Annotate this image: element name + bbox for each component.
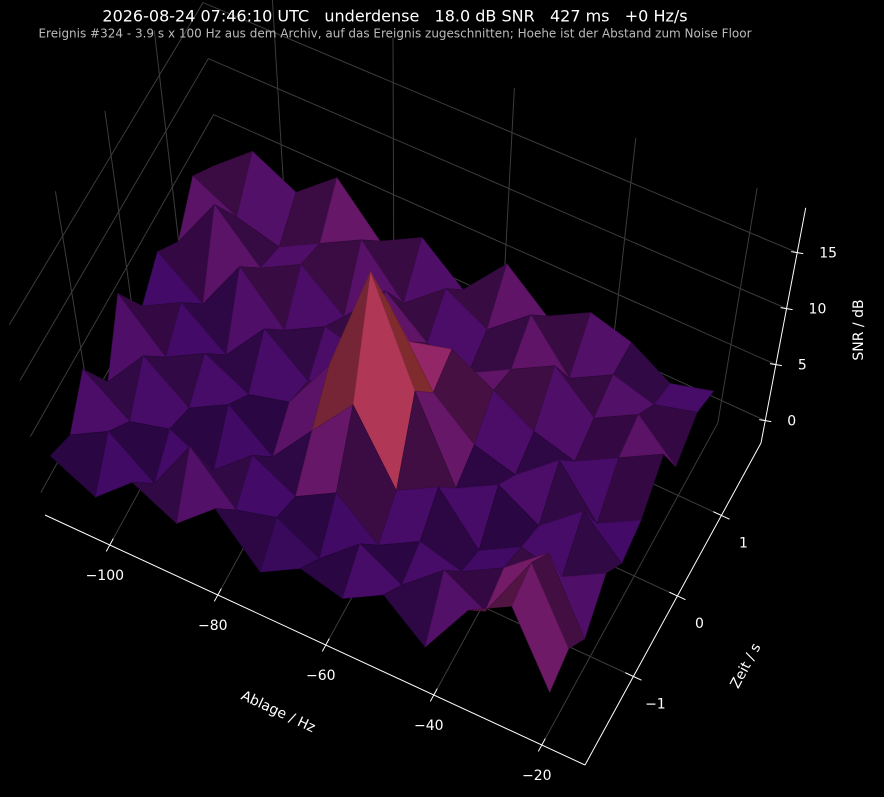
chart-title: 2026-08-24 07:46:10 UTC underdense 18.0 … <box>102 7 687 26</box>
z-axis-line <box>760 207 807 444</box>
y-tick-label: −1 <box>645 696 666 712</box>
z-tick-label: 15 <box>819 246 837 262</box>
x-tick-label: −60 <box>306 668 336 684</box>
x-tick <box>321 638 330 652</box>
surface-patch <box>511 562 569 693</box>
grid-line <box>8 1 798 325</box>
x-tick-label: −100 <box>86 568 124 584</box>
grid-line <box>541 187 758 746</box>
x-tick <box>105 538 114 552</box>
surface <box>49 150 715 693</box>
grid-line <box>29 113 777 437</box>
x-tick <box>537 738 546 752</box>
y-tick <box>625 672 642 681</box>
z-axis-label: SNR / dB <box>851 299 867 360</box>
x-tick-label: −20 <box>522 768 552 784</box>
z-tick-label: 10 <box>809 302 827 318</box>
x-tick <box>429 688 438 702</box>
z-tick <box>791 251 804 255</box>
z-tick <box>780 307 793 311</box>
y-tick <box>669 591 686 601</box>
z-tick <box>759 419 772 423</box>
z-tick-label: 5 <box>798 358 807 374</box>
z-tick <box>769 363 782 367</box>
x-tick <box>213 588 222 602</box>
y-tick <box>713 511 730 520</box>
x-tick-label: −40 <box>414 718 444 734</box>
x-tick-label: −80 <box>198 618 228 634</box>
y-axis-line <box>584 442 762 766</box>
y-tick-label: 1 <box>739 535 748 551</box>
grid-line <box>19 57 787 381</box>
y-tick-label: 0 <box>695 616 704 632</box>
chart-subtitle: Ereignis #324 - 3.9 s x 100 Hz aus dem A… <box>38 27 751 41</box>
z-tick-label: 0 <box>787 414 796 430</box>
x-axis-line <box>44 514 586 766</box>
